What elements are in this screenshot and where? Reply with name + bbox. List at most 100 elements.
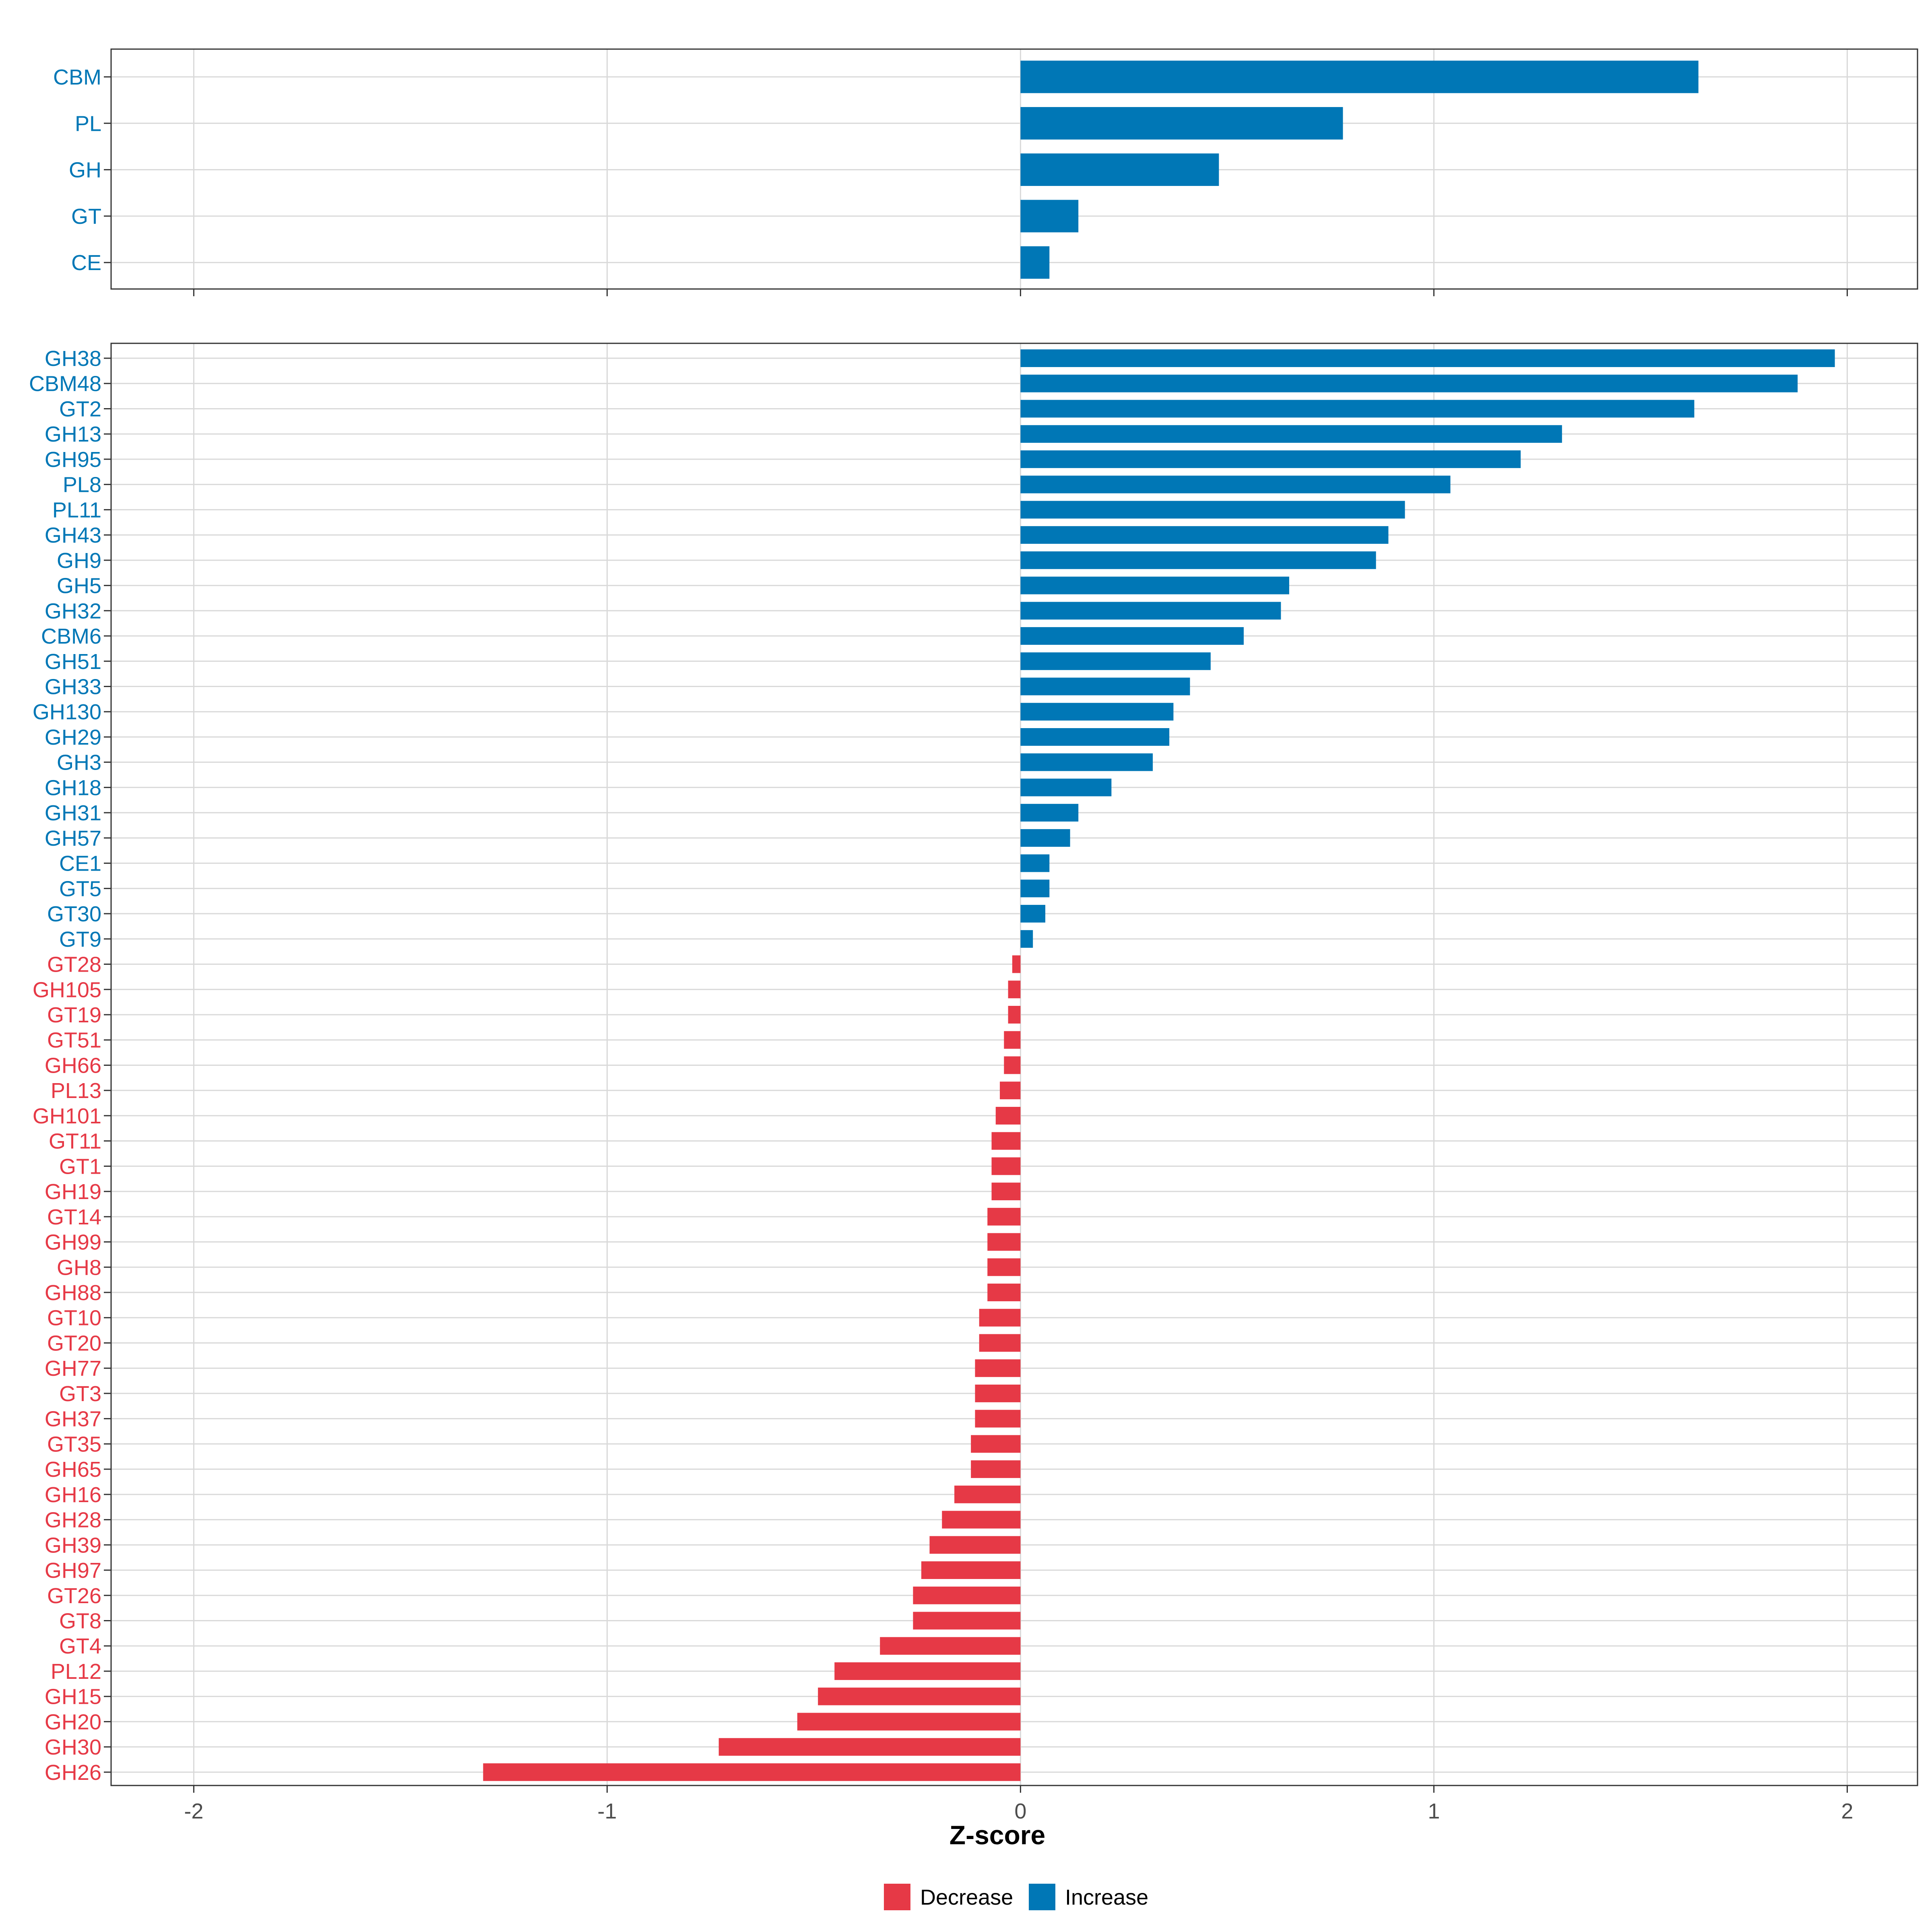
x-tick-label: -2	[184, 1799, 203, 1823]
x-tick-label: 2	[1841, 1799, 1853, 1823]
bottom-panel: GH38CBM48GT2GH13GH95PL8PL11GH43GH9GH5GH3…	[29, 343, 1918, 1823]
bar-gh37	[975, 1410, 1021, 1428]
bar-pl12	[834, 1662, 1021, 1680]
bar-gh32	[1020, 602, 1281, 620]
category-label: GT26	[47, 1584, 101, 1608]
top-bars	[1020, 60, 1699, 279]
legend-label-decrease: Decrease	[920, 1885, 1013, 1909]
category-label: GH51	[45, 650, 101, 674]
bar-gt51	[1004, 1031, 1021, 1049]
category-label: CBM6	[41, 624, 101, 648]
bar-pl8	[1020, 475, 1451, 493]
bar-gt9	[1020, 930, 1033, 948]
category-label: GT20	[47, 1331, 101, 1355]
bar-gh3	[1020, 753, 1153, 771]
bar-gh65	[971, 1460, 1021, 1478]
category-label: GH9	[57, 549, 101, 573]
bar-gh9	[1020, 551, 1376, 569]
category-label: GT5	[59, 877, 101, 901]
bar-gt28	[1012, 955, 1021, 973]
x-tick-label: 1	[1428, 1799, 1440, 1823]
category-label: GH130	[33, 700, 101, 724]
category-label: GT8	[59, 1609, 101, 1633]
bar-gh101	[995, 1106, 1021, 1125]
category-label: GT14	[47, 1205, 101, 1229]
category-label: GH	[69, 158, 101, 182]
category-label: GH18	[45, 776, 101, 800]
bar-gh51	[1020, 652, 1211, 670]
top-panel-border	[110, 48, 1918, 290]
category-label: GH28	[45, 1508, 101, 1532]
bottom-y-axis: GH38CBM48GT2GH13GH95PL8PL11GH43GH9GH5GH3…	[29, 347, 111, 1785]
category-label: GH88	[45, 1281, 101, 1305]
bar-gh43	[1020, 526, 1389, 544]
category-label: GH31	[45, 801, 101, 825]
category-label: GT28	[47, 953, 101, 977]
category-label: GH29	[45, 725, 101, 749]
category-label: GH65	[45, 1457, 101, 1482]
bar-gh33	[1020, 677, 1190, 696]
top-panel: CBM PL GH GT CE	[53, 48, 1918, 296]
bar-gh99	[987, 1233, 1021, 1251]
category-label: GT10	[47, 1306, 101, 1330]
category-label: GT19	[47, 1003, 101, 1027]
category-label: GH77	[45, 1356, 101, 1381]
bar-gh88	[987, 1284, 1021, 1301]
category-label: GT30	[47, 902, 101, 926]
top-x-axis-ticks	[193, 289, 1848, 296]
bar-gt8	[913, 1612, 1021, 1630]
bar-gt4	[880, 1637, 1021, 1655]
category-label: PL12	[51, 1660, 101, 1684]
bar-gt5	[1020, 879, 1050, 898]
category-label: GH20	[45, 1710, 101, 1734]
legend: Decrease Increase	[884, 1884, 1148, 1910]
bar-gh97	[921, 1561, 1021, 1579]
category-label: GH105	[33, 978, 101, 1002]
bar-gh15	[818, 1687, 1021, 1705]
category-label: GH30	[45, 1735, 101, 1759]
bar-gt1	[991, 1157, 1021, 1175]
bar-gh19	[991, 1183, 1021, 1201]
category-label: PL8	[63, 473, 101, 497]
bar-pl11	[1020, 501, 1405, 519]
bar-gh16	[954, 1485, 1021, 1503]
bar-gt26	[913, 1586, 1021, 1604]
x-axis-title: Z-score	[949, 1820, 1045, 1850]
bar-gh	[1020, 153, 1219, 186]
bar-gt2	[1020, 400, 1695, 418]
bar-gh30	[718, 1738, 1021, 1756]
bar-gh8	[987, 1258, 1021, 1276]
bar-pl13	[1000, 1082, 1021, 1100]
bar-gt35	[971, 1435, 1021, 1453]
category-label: GH39	[45, 1533, 101, 1557]
bar-cbm48	[1020, 374, 1798, 392]
bar-gt11	[991, 1132, 1021, 1150]
category-label: PL13	[51, 1079, 101, 1103]
bar-gt20	[979, 1334, 1021, 1352]
category-label: GH15	[45, 1685, 101, 1709]
legend-label-increase: Increase	[1065, 1885, 1148, 1909]
category-label: GT2	[59, 397, 101, 421]
bar-gh29	[1020, 728, 1170, 746]
legend-swatch-decrease	[884, 1884, 910, 1910]
category-label: GT11	[49, 1129, 101, 1154]
legend-swatch-increase	[1029, 1884, 1055, 1910]
category-label: GH26	[45, 1761, 101, 1785]
bar-cbm	[1020, 60, 1699, 93]
bar-cbm6	[1020, 627, 1244, 645]
category-label: GH101	[33, 1104, 101, 1128]
category-label: GH19	[45, 1180, 101, 1204]
category-label: PL11	[52, 498, 101, 522]
x-tick-label: 0	[1014, 1799, 1026, 1823]
category-label: GH43	[45, 523, 101, 547]
bar-gh28	[942, 1511, 1021, 1529]
category-label: GT51	[47, 1028, 101, 1053]
bar-gt	[1020, 200, 1079, 233]
category-label: CBM	[53, 65, 101, 89]
bar-gt19	[1008, 1006, 1021, 1024]
category-label: GT	[71, 204, 101, 229]
bar-gh13	[1020, 425, 1562, 443]
bar-gh77	[975, 1359, 1021, 1377]
bar-gh5	[1020, 576, 1289, 594]
bar-gh95	[1020, 450, 1521, 468]
